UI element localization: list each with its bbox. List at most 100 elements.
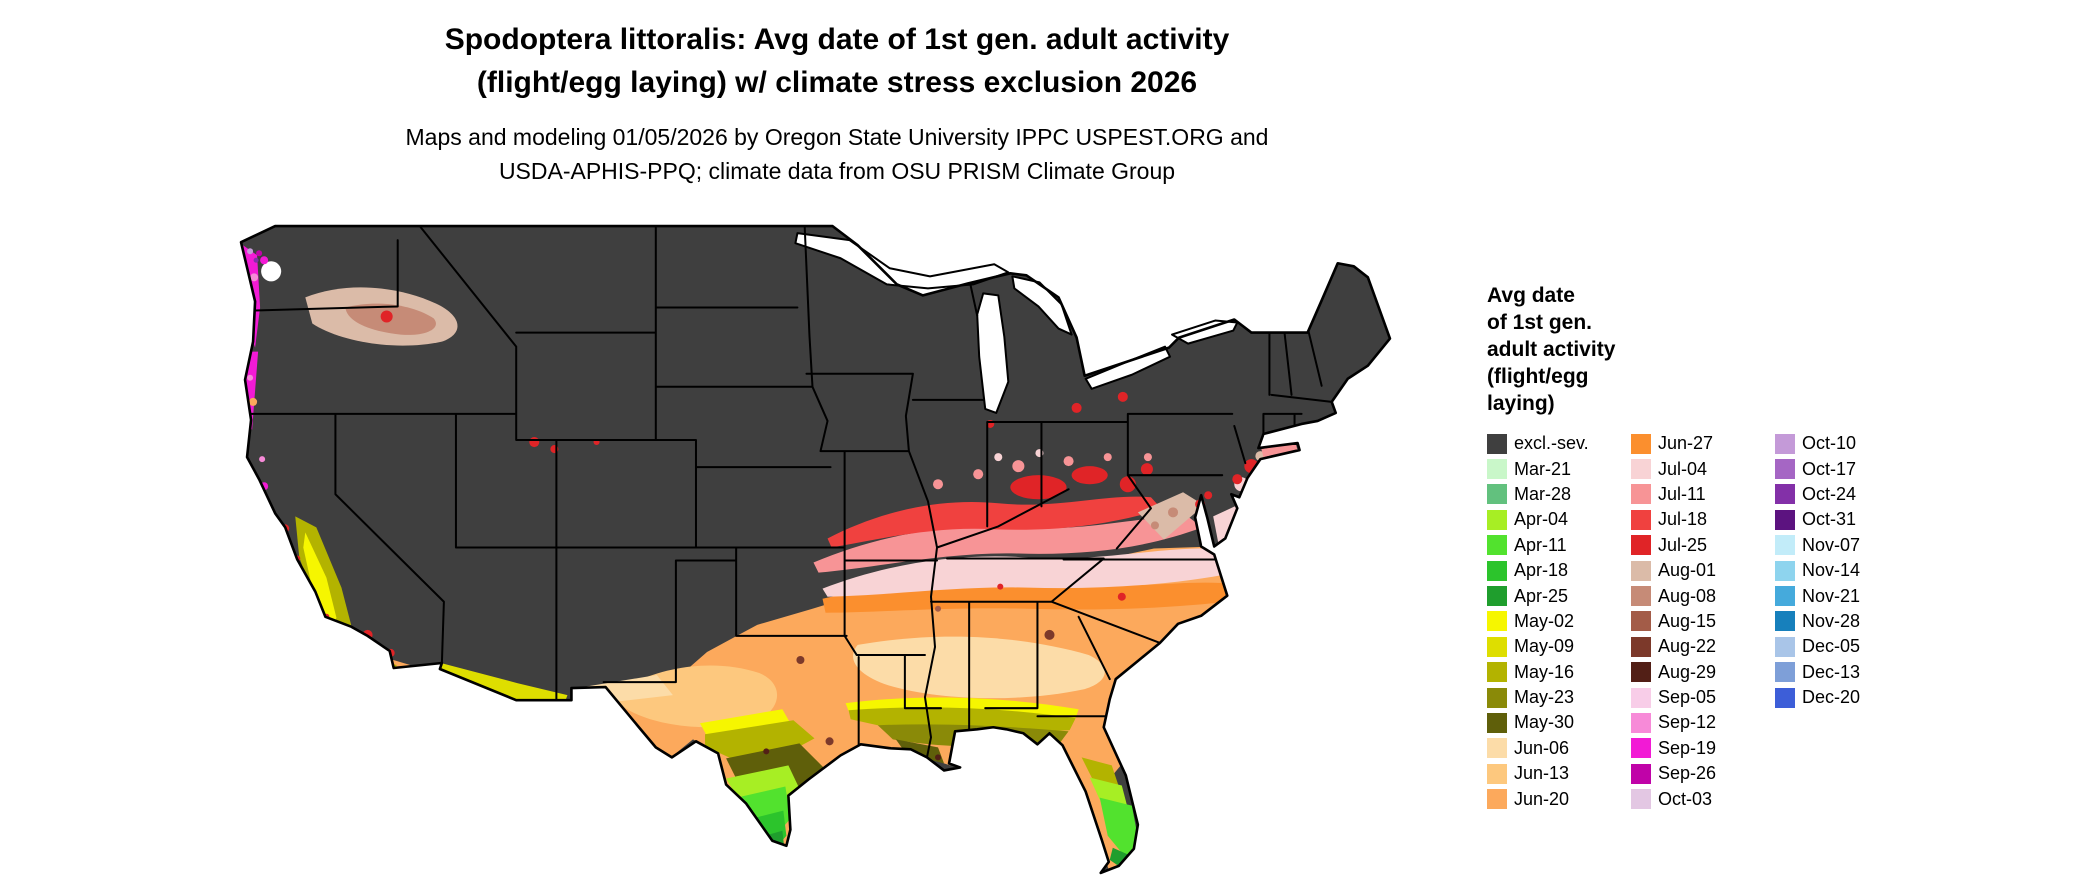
legend-label: Dec-13 xyxy=(1802,661,1861,682)
map-region-may16-florida xyxy=(1081,757,1120,790)
legend-entry: excl.-sev. xyxy=(1487,431,1631,456)
legend-swatch xyxy=(1631,560,1651,581)
map-speck-jul11 xyxy=(1063,456,1074,467)
legend-swatch xyxy=(1775,560,1795,581)
legend-entry: Jul-04 xyxy=(1631,456,1775,481)
map-region-jul18-band xyxy=(827,496,1162,548)
map-speck-jul25-idaho xyxy=(380,310,393,323)
legend-entry: Jun-13 xyxy=(1487,761,1631,786)
legend-entry: Apr-18 xyxy=(1487,558,1631,583)
map-speck-jul25-cleveland xyxy=(1117,391,1128,402)
map-speck-jul11 xyxy=(932,479,944,490)
legend-entry: Apr-11 xyxy=(1487,533,1631,558)
map-speck-jul04 xyxy=(994,453,1003,462)
legend-swatch xyxy=(1487,763,1507,784)
legend-swatch xyxy=(1487,789,1507,810)
map-speck-aug22-atlanta xyxy=(1044,629,1055,640)
legend-label: May-09 xyxy=(1514,636,1575,657)
legend-entry: Jun-27 xyxy=(1631,431,1775,456)
legend-entry: May-23 xyxy=(1487,685,1631,710)
map-speck-jul25-charlotte xyxy=(1117,592,1126,601)
legend-label: Mar-28 xyxy=(1514,483,1572,504)
map-region-apr11-florida xyxy=(1099,797,1138,859)
legend-swatch xyxy=(1775,433,1795,454)
legend-swatch xyxy=(1631,433,1651,454)
legend-entry: Jun-06 xyxy=(1487,736,1631,761)
map-raster-regions xyxy=(241,226,1390,873)
legend-label: Sep-19 xyxy=(1658,737,1717,758)
legend-label: May-02 xyxy=(1514,610,1575,631)
map-speck-jun20-oregon xyxy=(249,397,258,406)
legend-swatch xyxy=(1487,687,1507,708)
legend-label: Jul-25 xyxy=(1658,534,1708,555)
legend-label: Apr-18 xyxy=(1514,560,1569,581)
legend-label: May-30 xyxy=(1514,712,1575,733)
map-speck-jul25-detroit xyxy=(1071,402,1082,413)
legend-swatch xyxy=(1487,712,1507,733)
map-subtitle-line1: Maps and modeling 01/05/2026 by Oregon S… xyxy=(405,124,1269,150)
map-region-may02-deepsouth xyxy=(845,697,1079,719)
map-speck-sep12 xyxy=(247,374,254,381)
map-region-may09-arizona xyxy=(439,662,568,710)
legend-entry: May-02 xyxy=(1487,609,1631,634)
legend-swatch xyxy=(1775,484,1795,505)
legend-swatch xyxy=(1631,738,1651,759)
legend-entry: Oct-03 xyxy=(1631,786,1775,811)
legend-swatch xyxy=(1487,636,1507,657)
conus-map xyxy=(235,213,1400,885)
map-region-puget-unmodeled xyxy=(261,261,282,282)
legend-label: Sep-12 xyxy=(1658,712,1717,733)
legend-label: Nov-14 xyxy=(1802,560,1861,581)
legend-swatch xyxy=(1631,687,1651,708)
map-speck-jul25-nevada xyxy=(529,437,540,448)
map-speck-aug22-houston xyxy=(825,737,834,746)
legend-swatch xyxy=(1487,484,1507,505)
legend-label: Jun-20 xyxy=(1514,788,1570,809)
map-speck-jul25-nashville xyxy=(997,583,1004,590)
map-specks-jul11-fringe xyxy=(932,449,1152,490)
legend-entry: Nov-21 xyxy=(1775,583,1907,608)
legend-title-line: Avg date xyxy=(1487,284,1575,307)
map-speck-sep26-puget xyxy=(256,250,263,257)
us-map-svg xyxy=(239,224,1392,875)
map-subtitle-line2: USDA-APHIS-PPQ; climate data from OSU PR… xyxy=(498,158,1176,184)
legend-label: Sep-26 xyxy=(1658,763,1717,784)
map-legend: Avg date of 1st gen. adult activity (fli… xyxy=(1487,282,1917,812)
map-speck-jul11 xyxy=(1143,453,1152,462)
legend-label: Oct-17 xyxy=(1802,458,1857,479)
legend-entry: Oct-31 xyxy=(1775,507,1907,532)
legend-label: Dec-05 xyxy=(1802,636,1861,657)
legend-swatch xyxy=(1775,535,1795,556)
legend-entry: Oct-17 xyxy=(1775,456,1907,481)
legend-label: Dec-20 xyxy=(1802,687,1861,708)
map-region-apr04-florida xyxy=(1089,777,1128,809)
map-region-may16-socal xyxy=(345,652,397,679)
legend-swatch xyxy=(1631,662,1651,683)
legend-label: Aug-29 xyxy=(1658,661,1717,682)
legend-swatch xyxy=(1487,611,1507,632)
legend-title-line: (flight/egg xyxy=(1487,365,1589,388)
legend-label: May-23 xyxy=(1514,687,1575,708)
legend-entry: May-16 xyxy=(1487,660,1631,685)
legend-label: Jul-18 xyxy=(1658,509,1708,530)
state-borders xyxy=(241,226,1333,759)
legend-title-line: of 1st gen. xyxy=(1487,311,1593,334)
legend-swatch xyxy=(1775,509,1795,530)
legend-label: Mar-21 xyxy=(1514,458,1572,479)
legend-entry: Aug-15 xyxy=(1631,609,1775,634)
legend-entry: Apr-25 xyxy=(1487,583,1631,608)
legend-swatch xyxy=(1631,586,1651,607)
legend-columns: excl.-sev. Mar-21 Mar-28 Apr-04 Apr-11 Apr-18… xyxy=(1487,431,1917,812)
map-region-may02-centralvalley xyxy=(303,532,337,633)
map-speck-aug08 xyxy=(1150,521,1159,530)
legend-label: Aug-15 xyxy=(1658,610,1717,631)
map-speck-oct24-puget xyxy=(253,257,259,263)
legend-label: Jul-11 xyxy=(1658,483,1706,504)
legend-column-3: Oct-10 Oct-17 Oct-24 Oct-31 Nov-07 Nov-14 Nov-… xyxy=(1775,431,1907,812)
legend-entry: Jul-18 xyxy=(1631,507,1775,532)
legend-entry: Sep-05 xyxy=(1631,685,1775,710)
legend-column-2: Jun-27 Jul-04 Jul-11 Jul-18 Jul-25 Aug-01 Aug-… xyxy=(1631,431,1775,812)
legend-swatch xyxy=(1775,636,1795,657)
legend-swatch xyxy=(1487,738,1507,759)
map-speck-jul11 xyxy=(973,469,984,480)
